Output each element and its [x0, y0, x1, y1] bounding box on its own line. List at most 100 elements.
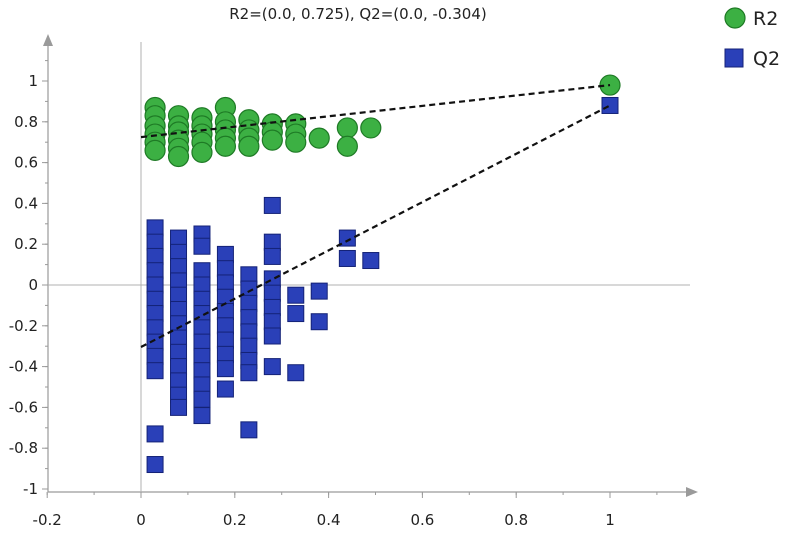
x-tick-label: 0.6 [410, 511, 434, 529]
x-tick-label: 1 [605, 511, 615, 529]
q2-point [240, 266, 258, 284]
q2-point [193, 407, 211, 425]
x-tick-label: 0.2 [223, 511, 247, 529]
q2-point [263, 196, 281, 214]
axes: -0.2 0 0.2 0.4 0.6 0.8 1 -1 -0.8 -0.6 -0.4 -0.2 0 0.2… [9, 34, 698, 529]
r2-point [214, 135, 237, 157]
q2-point [170, 343, 188, 361]
q2-point [170, 329, 188, 347]
q2-point [216, 317, 234, 335]
q2-point [146, 247, 164, 265]
q2-point [170, 272, 188, 290]
q2-point [240, 309, 258, 327]
q2-point [263, 284, 281, 302]
q2-point [263, 247, 281, 265]
q2-point [170, 300, 188, 318]
q2-point [170, 315, 188, 333]
legend-q2-label: Q2 [753, 48, 780, 70]
series-r2 [144, 74, 621, 168]
q2-point [263, 270, 281, 288]
y-tick-label: -1 [23, 480, 38, 498]
q2-point [170, 398, 188, 416]
r2-point [308, 127, 330, 149]
q2-point [170, 372, 188, 390]
chart-title: R2=(0.0, 0.725), Q2=(0.0, -0.304) [229, 5, 486, 23]
q2-point [338, 249, 356, 267]
q2-point [146, 290, 164, 308]
q2-point [216, 345, 234, 363]
q2-point [216, 360, 234, 378]
series-q2 [146, 96, 619, 474]
r2-point [336, 135, 358, 157]
r2-point [336, 117, 358, 139]
q2-point [263, 233, 281, 251]
r2-point [261, 129, 283, 151]
q2-point [193, 290, 211, 308]
legend-r2-label: R2 [753, 8, 778, 30]
q2-point [263, 327, 281, 345]
q2-point [170, 243, 188, 261]
q2-point [146, 425, 164, 443]
q2-point [146, 305, 164, 323]
q2-point [240, 323, 258, 341]
q2-point [193, 333, 211, 351]
q2-point [193, 347, 211, 365]
q2-point [362, 252, 380, 270]
q2-point [240, 337, 258, 355]
q2-point [310, 282, 328, 300]
y-tick-label: -0.4 [9, 358, 38, 376]
q2-point [216, 245, 234, 263]
q2-point [193, 390, 211, 408]
regression-line-q2 [140, 104, 611, 348]
q2-point [193, 262, 211, 280]
y-tick-label: 0.2 [14, 235, 38, 253]
q2-point [170, 358, 188, 376]
x-tick-label: 0 [136, 511, 146, 529]
q2-point [216, 380, 234, 398]
q2-point [240, 364, 258, 382]
y-axis-arrow [43, 34, 53, 46]
q2-point [193, 376, 211, 394]
q2-point [287, 305, 305, 323]
y-tick-label: 0.8 [14, 113, 38, 131]
q2-point [287, 286, 305, 304]
x-tick-label: 0.8 [504, 511, 528, 529]
x-tick-label: -0.2 [33, 511, 62, 529]
legend: R2 Q2 [724, 7, 780, 70]
q2-point [216, 331, 234, 349]
q2-point [216, 274, 234, 292]
q2-point [240, 421, 258, 439]
legend-r2-marker [724, 7, 746, 29]
q2-point [146, 362, 164, 380]
x-axis-arrow [686, 487, 698, 497]
q2-point [287, 364, 305, 382]
q2-point [193, 276, 211, 294]
q2-point [170, 286, 188, 304]
q2-point [146, 219, 164, 237]
x-tick-label: 0.4 [317, 511, 341, 529]
q2-point [146, 233, 164, 251]
q2-point [601, 96, 619, 114]
legend-q2-marker [724, 48, 744, 68]
y-tick-label: -0.8 [9, 439, 38, 457]
y-tick-label: -0.6 [9, 398, 38, 416]
q2-point [240, 294, 258, 312]
q2-point [170, 229, 188, 247]
y-tick-label: -0.2 [9, 317, 38, 335]
series-layer [140, 74, 621, 474]
q2-point [310, 313, 328, 331]
q2-point [146, 276, 164, 294]
q2-point [263, 358, 281, 376]
q2-point [146, 347, 164, 365]
y-tick-label: 0.4 [14, 194, 38, 212]
q2-point [216, 303, 234, 321]
q2-point [146, 456, 164, 474]
q2-point [193, 237, 211, 255]
r2-point [238, 135, 260, 157]
q2-point [146, 319, 164, 337]
q2-point [263, 313, 281, 331]
r2-point [285, 131, 307, 153]
r2-point [191, 141, 213, 163]
y-tick-label: 0.6 [14, 154, 38, 172]
